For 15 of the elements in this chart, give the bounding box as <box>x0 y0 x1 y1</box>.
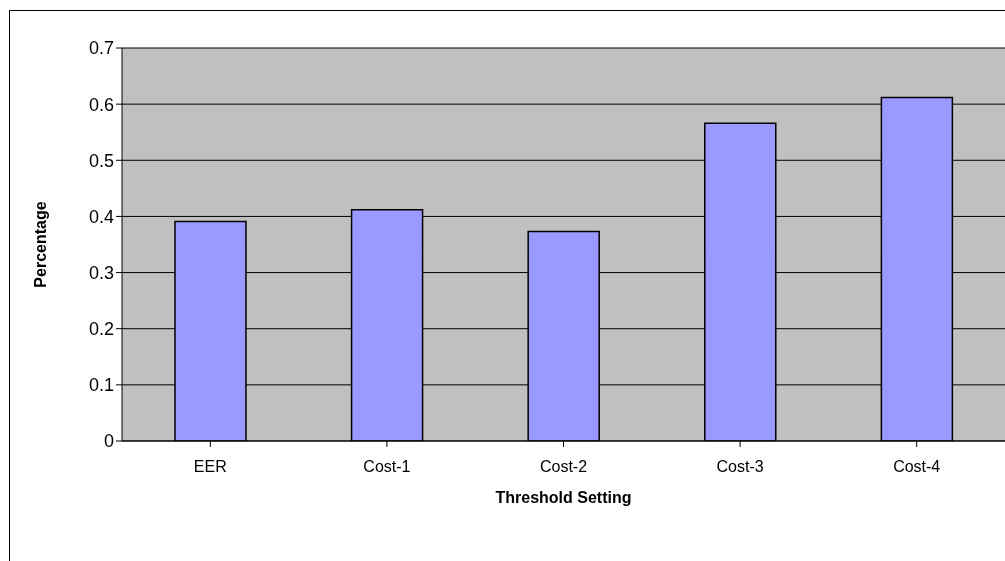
y-tick-label: 0 <box>103 431 114 452</box>
y-tick-label: 0.3 <box>88 262 114 283</box>
x-tick-label: Cost-2 <box>539 458 588 476</box>
y-tick-label: 0.7 <box>88 38 114 59</box>
x-tick-label: Cost-4 <box>893 458 941 476</box>
y-tick-label: 0.4 <box>88 206 114 227</box>
x-axis-title: Threshold Setting <box>495 489 632 506</box>
x-tick-label: Cost-1 <box>363 458 411 476</box>
y-tick-label: 0.2 <box>88 319 114 340</box>
y-tick-label: 0.1 <box>88 375 114 396</box>
y-tick-label: 0.6 <box>88 94 114 115</box>
y-tick-label: 0.5 <box>88 150 114 171</box>
y-axis-title: Percentage <box>31 201 49 288</box>
x-tick-label: Cost-3 <box>716 458 764 476</box>
x-tick-label: EER <box>193 458 227 476</box>
